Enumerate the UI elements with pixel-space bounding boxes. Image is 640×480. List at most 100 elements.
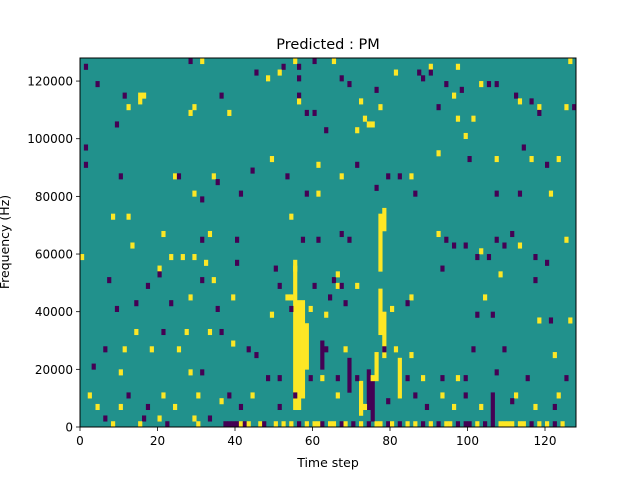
- heatmap-cell: [529, 98, 534, 105]
- heatmap-cell: [316, 236, 321, 243]
- x-tick-label: 100: [456, 434, 479, 448]
- x-axis: 0 20 40 60 80 100 120: [76, 427, 556, 448]
- heatmap-cell: [200, 196, 205, 203]
- heatmap-cell: [138, 98, 143, 105]
- y-tick-label: 80000: [35, 190, 73, 204]
- heatmap-cell: [122, 346, 127, 353]
- x-axis-label: Time step: [296, 455, 359, 470]
- heatmap-cell: [370, 375, 375, 382]
- heatmap-cell: [145, 282, 151, 289]
- heatmap-cell: [219, 328, 224, 336]
- heatmap-cell: [227, 421, 232, 428]
- heatmap-cell: [405, 421, 410, 428]
- heatmap-cell: [510, 230, 515, 238]
- heatmap-cell: [331, 58, 337, 65]
- heatmap-cell: [289, 305, 294, 312]
- heatmap-cell: [517, 242, 523, 249]
- y-tick-label: 100000: [27, 132, 73, 146]
- heatmap-cell: [475, 311, 480, 318]
- heatmap-cell: [266, 375, 271, 382]
- heatmap-cell: [211, 277, 216, 284]
- heatmap-cell: [297, 421, 302, 428]
- heatmap-cell: [293, 265, 298, 272]
- heatmap-cell: [250, 392, 255, 399]
- heatmap-cell: [428, 421, 433, 428]
- heatmap-cell: [231, 421, 236, 428]
- heatmap-cell: [266, 75, 271, 82]
- heatmap-cell: [455, 63, 461, 70]
- heatmap-cell: [188, 58, 193, 65]
- heatmap-cell: [304, 190, 309, 197]
- heatmap-cell: [452, 242, 457, 249]
- heatmap-cell: [424, 403, 430, 411]
- heatmap-cell: [145, 403, 151, 411]
- heatmap-cell: [370, 121, 375, 128]
- heatmap-run: [304, 323, 309, 370]
- heatmap-cell: [134, 328, 139, 336]
- heatmap-cell: [545, 259, 550, 266]
- heatmap-cell: [312, 109, 317, 116]
- heatmap-cell: [413, 392, 418, 399]
- heatmap-cell: [169, 300, 174, 307]
- heatmap-cell: [421, 421, 426, 428]
- heatmap-cell: [320, 375, 325, 382]
- x-tick-label: 40: [227, 434, 242, 448]
- heatmap-cell: [455, 421, 461, 428]
- heatmap-cell: [176, 173, 182, 180]
- heatmap-cell: [417, 69, 422, 76]
- heatmap-run: [366, 369, 371, 410]
- heatmap-cell: [320, 421, 325, 428]
- y-tick-label: 120000: [27, 75, 73, 89]
- heatmap-cell: [118, 403, 123, 411]
- heatmap-background: [80, 58, 576, 427]
- x-tick-label: 120: [534, 434, 557, 448]
- plot-frame: [79, 57, 577, 428]
- heatmap-cell: [335, 392, 340, 399]
- heatmap-cell: [161, 230, 166, 238]
- heatmap-cell: [440, 392, 445, 399]
- heatmap-cell: [126, 392, 131, 399]
- heatmap-cell: [262, 421, 267, 428]
- heatmap-cell: [254, 352, 259, 359]
- heatmap-cell: [479, 81, 484, 88]
- heatmap-cell: [289, 421, 294, 428]
- heatmap-cell: [471, 115, 476, 122]
- heatmap-cell: [316, 161, 321, 168]
- heatmap-cell: [494, 369, 499, 376]
- heatmap-cell: [436, 230, 441, 238]
- y-tick-label: 40000: [35, 305, 73, 319]
- heatmap-cell: [421, 375, 426, 382]
- heatmap-cell: [114, 305, 120, 312]
- heatmap-cell: [196, 421, 201, 428]
- heatmap-cell: [390, 305, 395, 312]
- heatmap-cell: [467, 421, 472, 428]
- heatmap-cell: [335, 271, 340, 278]
- heatmap-cell: [564, 236, 569, 243]
- heatmap-cell: [494, 81, 499, 88]
- heatmap-cell: [273, 265, 278, 272]
- heatmap-cell: [246, 346, 251, 353]
- heatmap-cell: [409, 294, 414, 301]
- heatmap-cell: [343, 346, 348, 353]
- heatmap-cell: [157, 415, 162, 422]
- heatmap-cell: [184, 328, 189, 336]
- heatmap-cell: [413, 421, 418, 428]
- heatmap-cell: [180, 254, 185, 261]
- heatmap-cell: [87, 392, 92, 399]
- heatmap-cell: [455, 115, 461, 122]
- heatmap-cell: [83, 63, 89, 70]
- heatmap-cell: [572, 104, 577, 111]
- heatmap-cell: [405, 300, 410, 307]
- heatmap-cell: [552, 403, 557, 411]
- heatmap-cell: [235, 421, 240, 428]
- heatmap-cell: [533, 277, 538, 284]
- heatmap-cell: [130, 242, 135, 249]
- heatmap-cell: [238, 190, 244, 197]
- heatmap-run: [397, 357, 402, 399]
- heatmap-cell: [483, 421, 488, 428]
- heatmap-cell: [428, 69, 433, 76]
- heatmap-cell: [486, 81, 492, 88]
- heatmap-cell: [479, 248, 484, 255]
- heatmap-run: [293, 259, 298, 411]
